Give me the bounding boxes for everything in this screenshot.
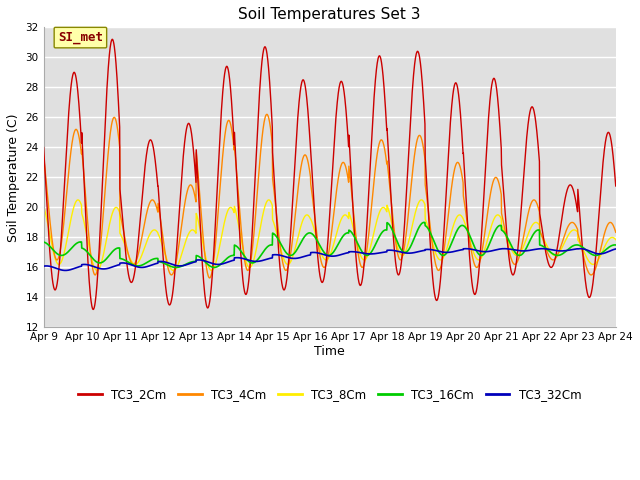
Legend: TC3_2Cm, TC3_4Cm, TC3_8Cm, TC3_16Cm, TC3_32Cm: TC3_2Cm, TC3_4Cm, TC3_8Cm, TC3_16Cm, TC3… (73, 383, 586, 406)
Text: SI_met: SI_met (58, 31, 103, 44)
X-axis label: Time: Time (314, 345, 345, 358)
Y-axis label: Soil Temperature (C): Soil Temperature (C) (7, 113, 20, 241)
Title: Soil Temperatures Set 3: Soil Temperatures Set 3 (239, 7, 421, 22)
